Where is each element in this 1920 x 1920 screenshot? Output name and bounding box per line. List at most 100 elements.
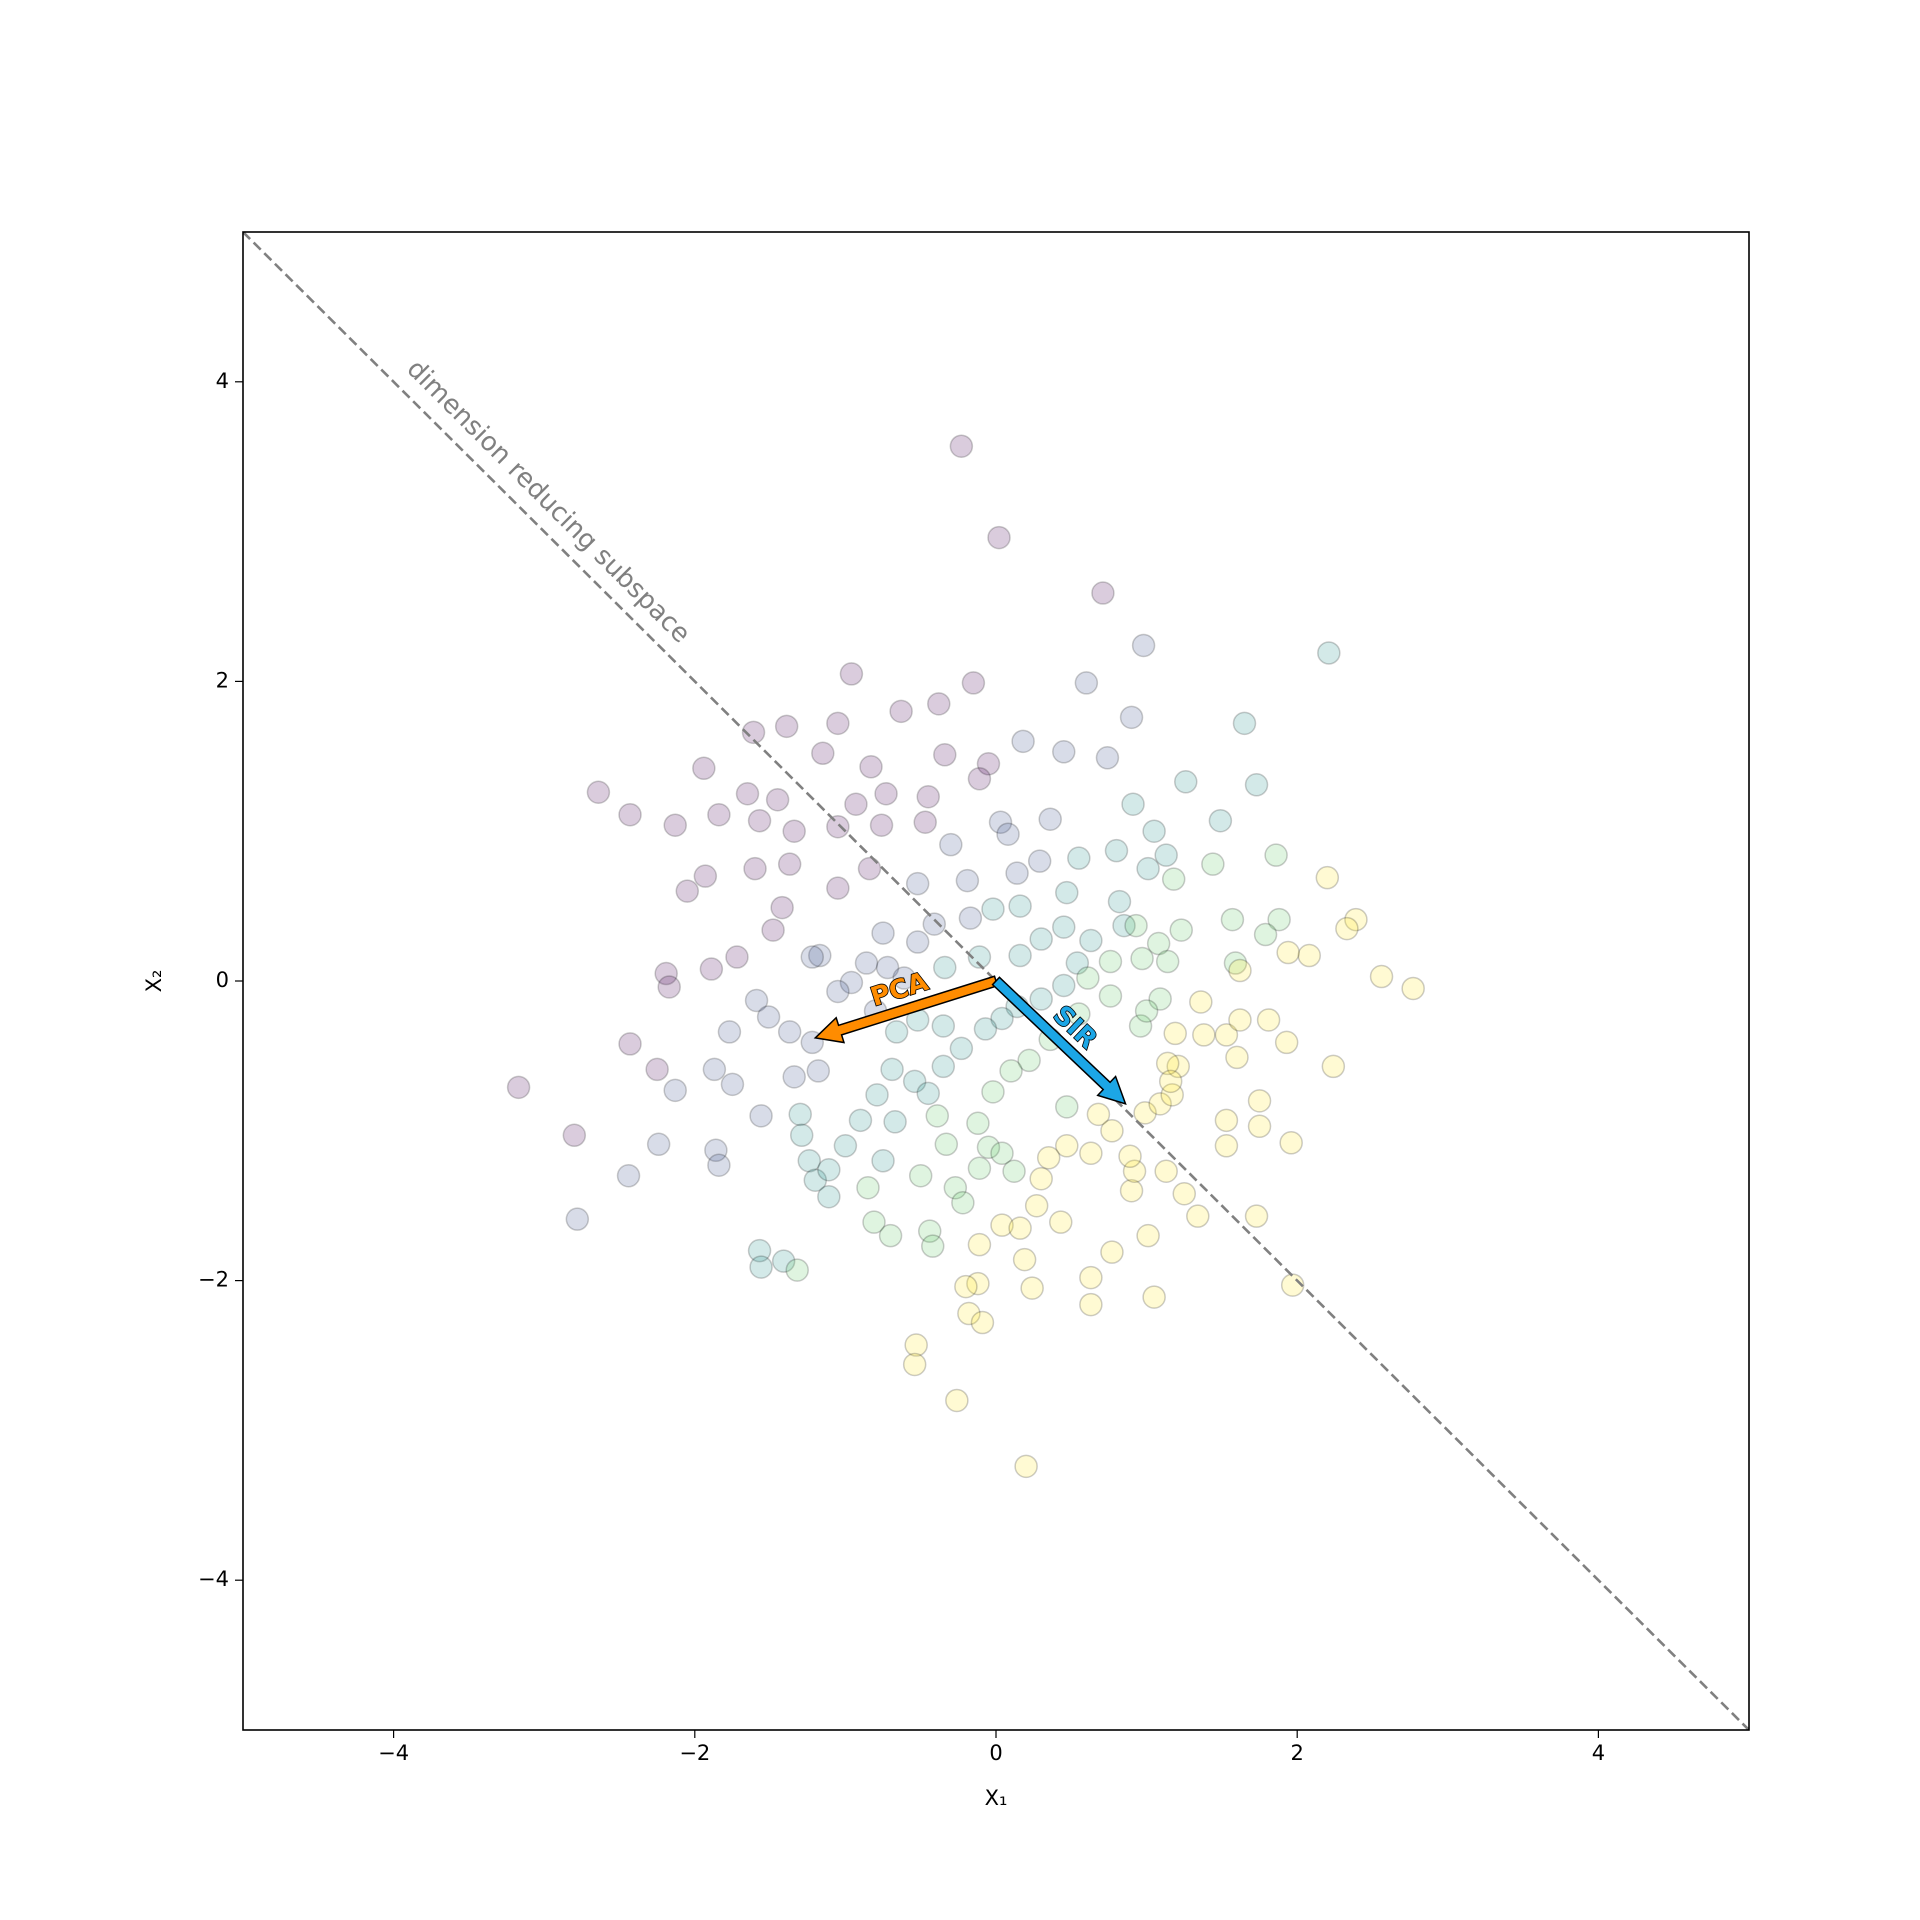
point [586,780,611,805]
point [990,1213,1014,1237]
point [933,743,957,767]
point [848,1108,873,1133]
point [966,1111,990,1136]
point [865,1083,889,1107]
point [981,897,1005,921]
point [1091,581,1115,605]
point [565,1207,590,1231]
point [1067,846,1091,870]
point [663,813,687,837]
point [785,1258,809,1282]
point [902,1069,927,1094]
point [839,970,864,995]
point [1133,1101,1157,1125]
point [904,1333,928,1357]
point [1098,949,1123,974]
point [1225,1045,1249,1070]
point [1119,1178,1144,1203]
point [1280,1273,1305,1297]
point [1008,894,1032,918]
point [771,1249,796,1273]
point [958,906,983,930]
point [741,720,766,745]
point [1100,1119,1124,1143]
point [1201,852,1225,876]
point [1317,641,1341,665]
point [646,1132,671,1157]
point [744,988,769,1013]
point [1012,1247,1037,1272]
point [1118,1144,1142,1169]
point [1008,1216,1032,1240]
point [1020,1276,1044,1300]
point [1256,1008,1281,1032]
point [1029,1166,1053,1191]
point [1220,907,1245,932]
point [1014,1454,1038,1479]
point [999,1059,1023,1083]
point [1052,915,1076,939]
point [931,1054,956,1079]
point [875,955,900,980]
point [916,1081,940,1106]
point [774,714,799,739]
point [817,1184,841,1209]
point [725,945,749,969]
point [1369,964,1394,989]
point [1247,1114,1272,1139]
point [1124,913,1148,938]
point [1052,740,1076,764]
point [966,1271,990,1296]
point [826,876,850,900]
point [1121,792,1145,816]
point [1267,907,1291,932]
point [1315,865,1340,890]
point [922,912,947,936]
point [777,1020,802,1044]
point [933,955,957,980]
point [1160,1083,1184,1107]
reference-line [243,232,1749,1730]
point [920,1234,945,1258]
point [1321,1054,1346,1079]
point [562,1123,587,1148]
arrow [991,976,1127,1105]
point [770,895,794,920]
point [1401,976,1425,1001]
plot-frame [242,231,1750,1731]
point [717,1020,742,1044]
point [720,1072,745,1097]
point [788,1102,812,1127]
point [1136,1223,1160,1248]
point [913,810,937,834]
point [908,1163,933,1188]
point [826,814,850,839]
point [967,1156,992,1180]
x-tick-label: −4 [378,1741,409,1765]
point [1214,1108,1239,1133]
y-tick-label: −2 [198,1268,229,1292]
point [1232,711,1257,736]
point [967,1232,992,1257]
y-tick-label: 4 [216,369,229,393]
point [1079,1292,1103,1317]
point [856,1175,880,1200]
point [826,711,850,736]
point [1169,918,1193,942]
point [1264,843,1288,867]
point [1079,1141,1103,1166]
point [1158,1069,1183,1094]
point [905,871,930,896]
point [806,1059,831,1083]
point [967,767,992,791]
point [1052,973,1076,998]
point [747,808,772,833]
point [976,1135,1001,1160]
point [833,1134,858,1158]
point [808,943,832,968]
point [817,1157,841,1182]
point [616,1163,641,1188]
point [1011,729,1035,754]
point [859,755,883,779]
